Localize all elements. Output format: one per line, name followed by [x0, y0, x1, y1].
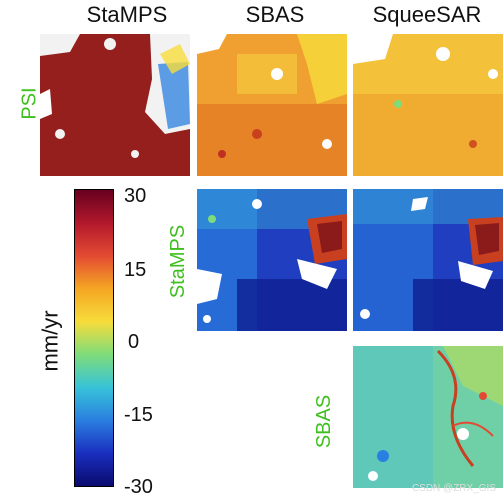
panel-psi-sbas [197, 34, 347, 176]
row-label-sbas: SBAS [313, 394, 336, 449]
colorbar-tick-30: 30 [124, 185, 147, 207]
panel-stamps-squeesar [353, 189, 503, 331]
column-title-stamps: StaMPS [86, 2, 168, 27]
row-label-psi: PSI [18, 87, 41, 120]
row-label-stamps: StaMPS [167, 224, 190, 299]
map-sbas-squeesar [353, 346, 503, 488]
column-title-sbas: SBAS [245, 2, 305, 27]
panel-psi-squeesar [353, 34, 503, 176]
column-title-squeesar: SqueeSAR [372, 2, 482, 27]
colorbar-unit-label: mm/yr [37, 310, 63, 372]
map-stamps-sbas [197, 189, 347, 331]
colorbar-tick-minus30: -30 [124, 476, 153, 498]
colorbar [74, 189, 114, 487]
map-psi-squeesar [353, 34, 503, 176]
watermark: CSDN @ZRX_GIS [411, 483, 496, 494]
colorbar-tick-15: 15 [124, 259, 147, 281]
panel-psi-stamps [40, 34, 190, 176]
panel-sbas-squeesar [353, 346, 503, 488]
colorbar-tick-minus15: -15 [124, 404, 153, 426]
map-psi-stamps [40, 34, 190, 176]
map-psi-sbas [197, 34, 347, 176]
map-stamps-squeesar [353, 189, 503, 331]
colorbar-tick-0: 0 [128, 331, 140, 353]
panel-stamps-sbas [197, 189, 347, 331]
